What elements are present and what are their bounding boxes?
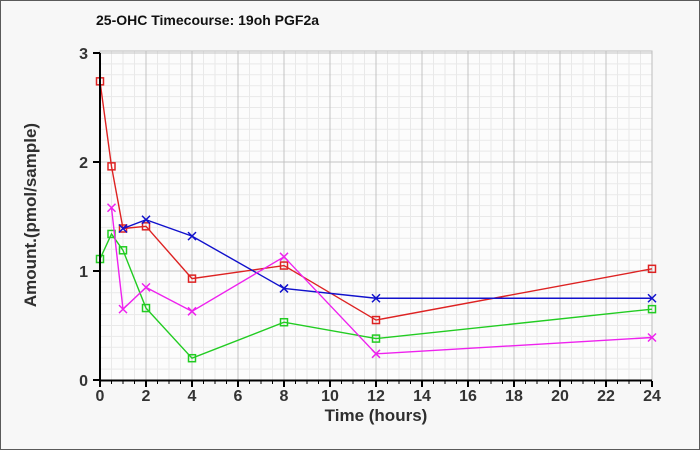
series-magenta-marker — [106, 203, 117, 213]
x-tick-label: 4 — [188, 388, 197, 405]
series-magenta — [106, 203, 657, 359]
series-blue-marker — [647, 293, 657, 303]
y-tick-labels: 0 1 2 3 — [79, 46, 88, 390]
series-red-marker — [118, 224, 128, 233]
series-red-marker — [107, 162, 116, 171]
series-magenta-marker — [187, 306, 197, 316]
series-red-marker — [187, 274, 197, 283]
axis-ticks — [93, 52, 653, 387]
x-tick-label: 12 — [367, 388, 385, 405]
x-tick-label: 14 — [413, 388, 431, 405]
axes — [99, 53, 652, 382]
chart-title: 25-OHC Timecourse: 19oh PGF2a — [96, 12, 320, 28]
series-blue-marker — [187, 231, 197, 241]
series-blue-marker — [371, 293, 381, 303]
x-tick-label: 6 — [234, 388, 243, 405]
x-axis-label: Time (hours) — [324, 406, 428, 425]
series-blue — [118, 215, 657, 303]
data-series — [95, 77, 657, 363]
series-red-marker — [647, 264, 657, 274]
series-green-marker — [371, 334, 381, 343]
x-tick-label: 0 — [96, 388, 105, 405]
series-magenta-marker — [279, 252, 289, 262]
series-magenta-marker — [371, 349, 381, 359]
x-tick-label: 16 — [459, 388, 477, 405]
x-tick-label: 24 — [643, 388, 661, 405]
y-tick-label: 0 — [79, 373, 88, 390]
series-magenta-marker — [141, 282, 151, 292]
series-blue-marker — [279, 283, 289, 293]
series-magenta-marker — [647, 332, 657, 343]
x-tick-label: 10 — [321, 388, 339, 405]
y-tick-label: 3 — [79, 46, 88, 63]
series-red — [95, 77, 657, 325]
series-green-marker — [187, 353, 197, 363]
series-green-marker — [118, 246, 128, 255]
series-green-marker — [141, 303, 151, 313]
x-tick-label: 22 — [597, 388, 615, 405]
series-red-marker — [279, 261, 289, 270]
series-green-marker — [647, 304, 657, 314]
series-green-line — [99, 232, 653, 360]
series-red-line — [99, 81, 653, 321]
y-tick-label: 1 — [79, 264, 88, 281]
x-tick-label: 20 — [551, 388, 569, 405]
x-tick-label: 8 — [280, 388, 289, 405]
series-blue-line — [122, 219, 652, 299]
series-green-marker — [279, 317, 289, 327]
series-blue-marker — [118, 223, 128, 234]
x-tick-labels: 0 2 4 6 8 10 12 14 16 18 20 22 24 — [96, 388, 661, 405]
x-tick-label: 2 — [142, 388, 151, 405]
series-blue-marker — [141, 215, 151, 225]
series-red-marker — [371, 315, 381, 325]
x-tick-label: 18 — [505, 388, 523, 405]
series-red-marker — [141, 222, 151, 231]
y-tick-label: 2 — [79, 155, 88, 172]
series-magenta-marker — [118, 304, 128, 314]
